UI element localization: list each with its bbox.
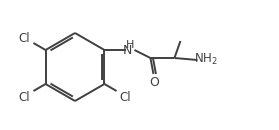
Text: H: H — [126, 40, 135, 50]
Text: NH$_2$: NH$_2$ — [194, 51, 217, 67]
Text: O: O — [150, 76, 159, 89]
Text: N: N — [123, 44, 132, 57]
Text: Cl: Cl — [120, 91, 131, 104]
Text: Cl: Cl — [18, 32, 30, 45]
Text: Cl: Cl — [18, 91, 30, 104]
